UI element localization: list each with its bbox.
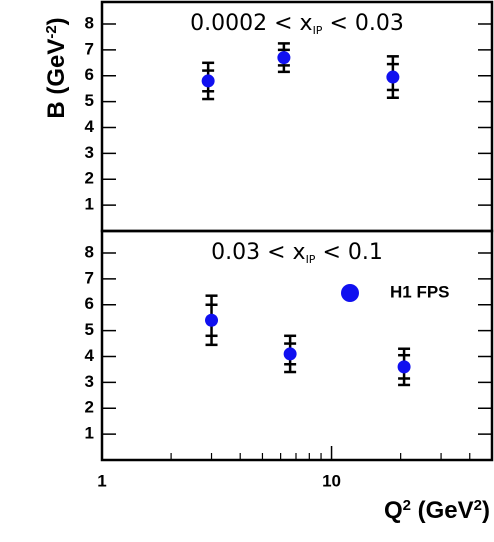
label-part: (GeV [411, 497, 474, 524]
y-tick-label: 2 [85, 398, 94, 417]
y-tick-label: 2 [85, 169, 94, 188]
y-tick-label: 1 [85, 195, 94, 214]
label-part: 2 [403, 497, 411, 514]
y-tick-label: 5 [85, 91, 94, 110]
y-tick-label: 3 [85, 372, 94, 391]
legend-label: H1 FPS [390, 282, 450, 301]
data-point [283, 347, 297, 361]
y-tick-label: 8 [85, 13, 94, 32]
y-tick-label: 7 [85, 39, 94, 58]
plot-frame [100, 0, 494, 233]
data-point [205, 313, 219, 327]
y-tick-label: 5 [85, 320, 94, 339]
data-point [277, 51, 291, 65]
label-part: ) [482, 497, 490, 524]
label-part: -2 [43, 25, 60, 38]
y-tick-label: 1 [85, 424, 94, 443]
y-tick-label: 6 [85, 294, 94, 313]
x-tick-label: 10 [322, 471, 341, 490]
y-tick-label: 7 [85, 268, 94, 287]
x-axis-label: Q2 (GeV2) [384, 497, 490, 525]
data-point [386, 70, 400, 84]
y-tick-label: 4 [85, 117, 95, 136]
label-part: B (GeV [43, 39, 70, 119]
y-tick-label: 6 [85, 65, 94, 84]
label-part: ) [43, 17, 70, 25]
label-part: < 0.03 [322, 11, 403, 36]
label-part: < 0.1 [315, 240, 382, 265]
annotation: 0.0002 < xIP < 0.03 [190, 11, 404, 37]
plot-frame [100, 229, 494, 462]
label-part: IP [306, 253, 316, 266]
legend-marker [341, 284, 359, 302]
y-tick-label: 3 [85, 143, 94, 162]
x-tick-label: 1 [97, 471, 106, 490]
label-part: IP [313, 24, 323, 37]
y-tick-label: 8 [85, 242, 94, 261]
y-tick-label: 4 [85, 346, 95, 365]
annotation: 0.03 < xIP < 0.1 [211, 240, 383, 266]
label-part: 2 [474, 497, 482, 514]
label-part: 0.0002 < x [190, 11, 312, 36]
data-point [397, 360, 411, 374]
label-part: Q [384, 497, 403, 524]
label-part: 0.03 < x [211, 240, 305, 265]
y-axis-label: B (GeV-2) [43, 17, 71, 118]
data-point [201, 74, 215, 88]
